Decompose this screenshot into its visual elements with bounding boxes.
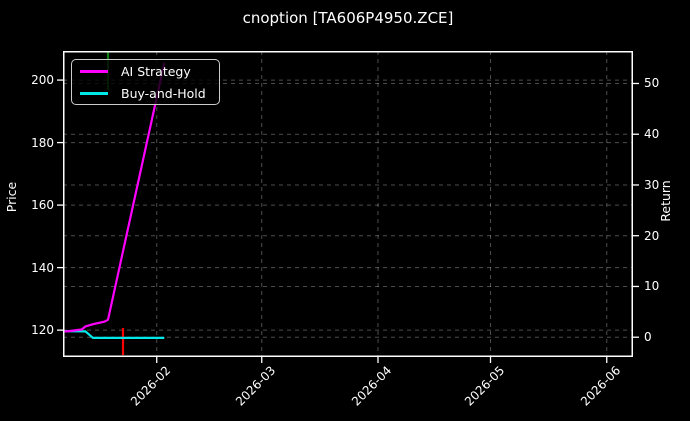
legend-item-ai-strategy: AI Strategy [80, 62, 211, 80]
price-tick-label: 160 [31, 198, 54, 212]
legend-swatch-ai-strategy [80, 69, 108, 73]
return-tick-label: 50 [644, 76, 660, 90]
return-tick-label: 30 [644, 178, 660, 192]
axes-spines [63, 51, 633, 357]
legend: AI Strategy Buy-and-Hold [71, 59, 220, 105]
return-tick-label: 10 [644, 279, 660, 293]
return-tick-label: 0 [644, 330, 652, 344]
return-tick-label: 20 [644, 229, 660, 243]
legend-label-buy-and-hold: Buy-and-Hold [121, 85, 206, 101]
chart-title: cnoption [TA606P4950.ZCE] [242, 9, 454, 27]
legend-swatch-buy-and-hold [80, 91, 108, 95]
price-tick-label: 120 [31, 323, 54, 337]
legend-item-buy-and-hold: Buy-and-Hold [80, 84, 211, 102]
return-tick-label: 40 [644, 127, 660, 141]
price-tick-label: 140 [31, 261, 54, 275]
series-line-ai-strategy [62, 62, 166, 333]
price-tick-label: 180 [31, 136, 54, 150]
legend-label-ai-strategy: AI Strategy [121, 63, 191, 79]
series-line-buy-and-hold [62, 330, 165, 339]
price-tick-label: 200 [31, 73, 54, 87]
